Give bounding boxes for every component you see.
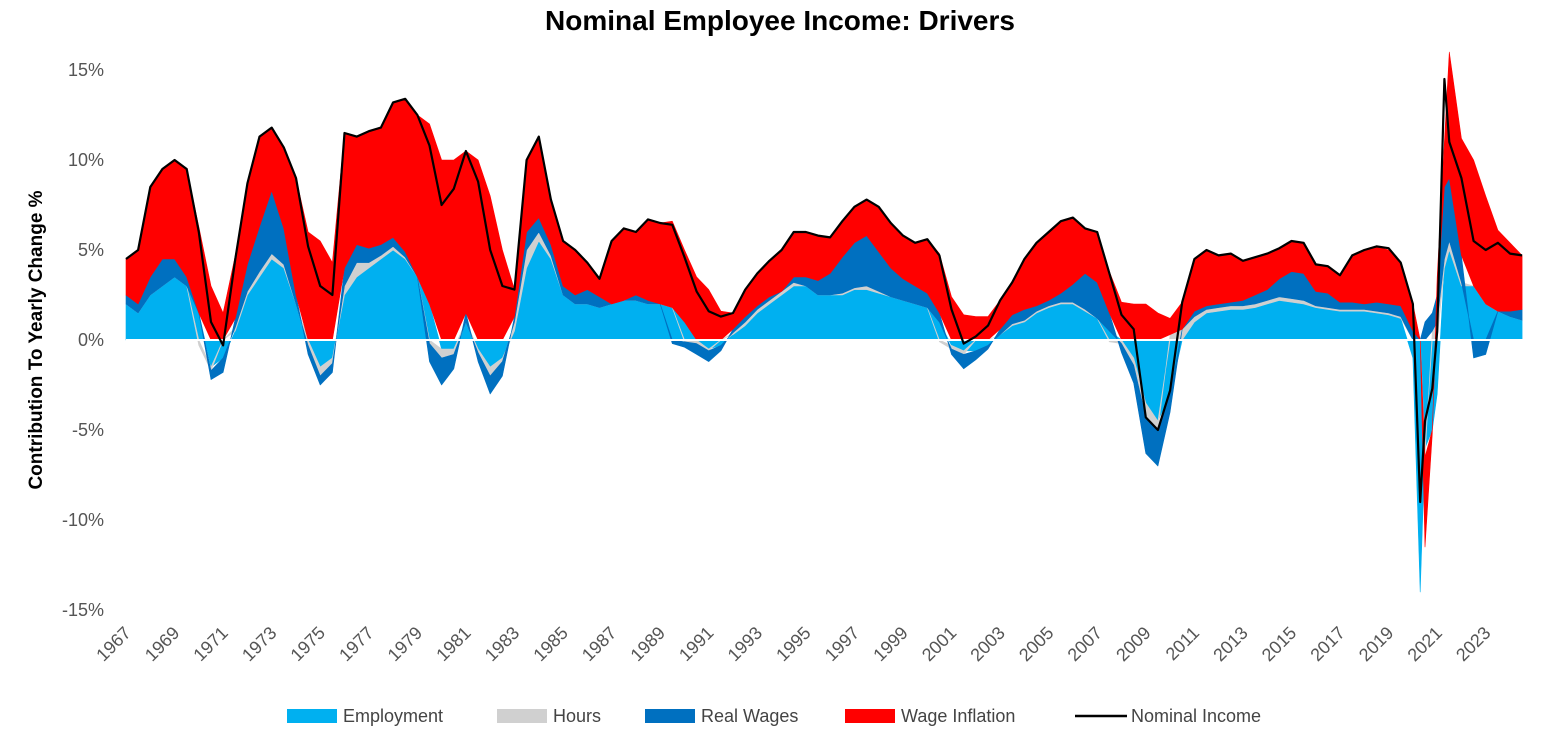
x-tick-label: 1991 (675, 623, 717, 665)
legend-label-wage-inflation: Wage Inflation (901, 706, 1015, 726)
x-tick-label: 1977 (335, 623, 377, 665)
x-tick-label: 1969 (141, 623, 183, 665)
x-tick-label: 1987 (578, 623, 620, 665)
y-tick-label: 15% (68, 60, 104, 80)
legend-swatch-real-wages (645, 709, 695, 723)
x-tick-label: 2021 (1404, 623, 1446, 665)
x-tick-label: 2019 (1355, 623, 1397, 665)
x-tick-labels: 1967 1969 1971 1973 1975 1977 1979 1981 1983 1985… (92, 623, 1494, 666)
y-tick-label: 10% (68, 150, 104, 170)
x-tick-label: 2005 (1015, 623, 1057, 665)
x-tick-label: 2023 (1452, 623, 1494, 665)
x-tick-label: 1985 (529, 623, 571, 665)
x-tick-label: 2011 (1162, 623, 1204, 665)
x-tick-label: 2003 (966, 623, 1008, 665)
y-tick-label: -10% (62, 510, 104, 530)
x-tick-label: 2001 (918, 623, 960, 665)
legend-swatch-hours (497, 709, 547, 723)
x-tick-label: 1975 (287, 623, 329, 665)
y-tick-label: -5% (72, 420, 104, 440)
y-tick-label: 5% (78, 240, 104, 260)
x-tick-label: 1979 (384, 623, 426, 665)
legend-label-real-wages: Real Wages (701, 706, 798, 726)
y-tick-label: -15% (62, 600, 104, 620)
x-tick-label: 2017 (1306, 623, 1348, 665)
legend-swatch-employment (287, 709, 337, 723)
y-tick-labels: 15% 10% 5% 0% -5% -10% -15% (62, 60, 104, 620)
chart-title: Nominal Employee Income: Drivers (545, 5, 1015, 36)
x-tick-label: 1989 (627, 623, 669, 665)
legend-label-hours: Hours (553, 706, 601, 726)
x-tick-label: 2007 (1064, 623, 1106, 665)
legend: Employment Hours Real Wages Wage Inflation N… (287, 706, 1261, 726)
y-axis-label: Contribution To Yearly Change % (26, 190, 47, 489)
line-layer (125, 77, 1523, 504)
x-tick-label: 2013 (1209, 623, 1251, 665)
x-tick-label: 1967 (92, 623, 134, 665)
x-tick-label: 1999 (869, 623, 911, 665)
legend-label-employment: Employment (343, 706, 443, 726)
x-tick-label: 2009 (1112, 623, 1154, 665)
x-tick-label: 1995 (772, 623, 814, 665)
legend-label-nominal-income: Nominal Income (1131, 706, 1261, 726)
x-tick-label: 1993 (724, 623, 766, 665)
x-tick-label: 1983 (481, 623, 523, 665)
legend-swatch-wage-inflation (845, 709, 895, 723)
line-nominal-income (125, 77, 1523, 504)
x-tick-label: 1981 (432, 623, 474, 665)
x-tick-label: 1973 (238, 623, 280, 665)
area-layer (125, 51, 1523, 593)
x-tick-label: 1971 (189, 623, 231, 665)
x-tick-label: 1997 (821, 623, 863, 665)
y-tick-label: 0% (78, 330, 104, 350)
x-tick-label: 2015 (1258, 623, 1300, 665)
